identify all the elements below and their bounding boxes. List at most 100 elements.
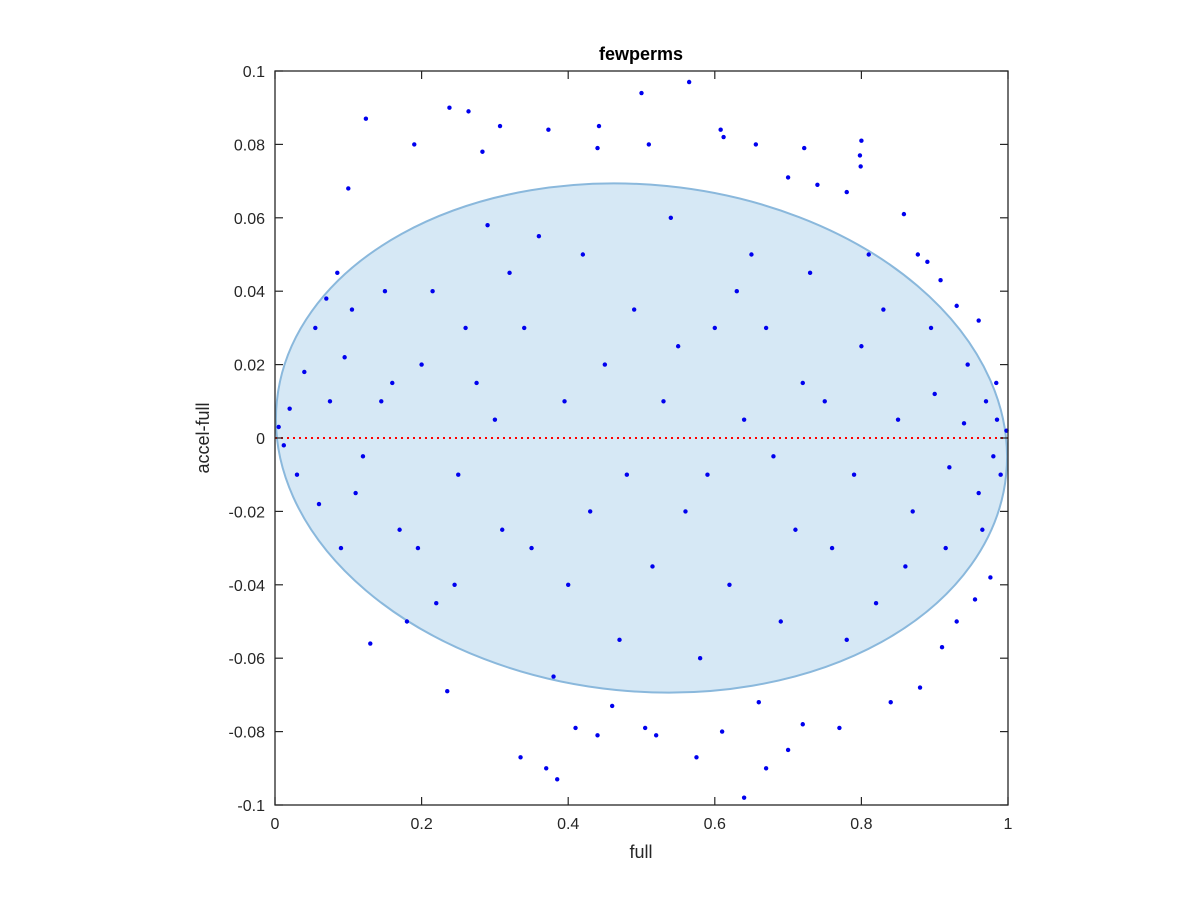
data-point <box>463 325 468 331</box>
data-point <box>954 619 959 624</box>
data-point <box>624 472 630 477</box>
x-tick-label: 1 <box>1004 816 1013 833</box>
data-point <box>858 164 863 169</box>
data-point <box>419 362 424 367</box>
data-point <box>925 259 930 265</box>
data-point <box>452 582 457 587</box>
data-point <box>507 270 512 276</box>
data-point <box>609 703 615 709</box>
data-point <box>536 233 542 239</box>
y-tick-label: -0.04 <box>229 578 266 595</box>
data-point <box>988 575 993 580</box>
data-point <box>712 325 717 331</box>
data-point <box>447 105 452 110</box>
y-tick-label: 0 <box>256 431 265 448</box>
y-tick-label: -0.1 <box>237 798 265 815</box>
data-point <box>287 406 292 411</box>
data-point <box>518 755 523 760</box>
data-point <box>281 443 286 448</box>
data-point <box>480 149 485 154</box>
data-point <box>837 725 842 731</box>
y-tick-label: -0.06 <box>229 651 266 668</box>
data-point <box>866 252 871 257</box>
data-point <box>976 490 981 496</box>
data-point <box>360 454 366 459</box>
data-point <box>800 380 805 386</box>
axes: 0 0.2 0.4 0.6 0.8 1 -0.1 -0.08 -0.06 -0.04 -0.02 0 0… <box>229 64 1013 833</box>
data-point <box>485 222 490 228</box>
data-point <box>943 545 948 551</box>
data-point <box>382 289 388 294</box>
data-point <box>573 725 578 731</box>
data-point <box>653 733 659 738</box>
data-point <box>327 399 333 404</box>
data-point <box>939 644 945 650</box>
data-point <box>415 545 421 551</box>
data-point <box>705 472 710 477</box>
data-point <box>456 472 461 477</box>
y-tick-label: -0.02 <box>229 504 266 521</box>
data-point <box>466 109 471 114</box>
data-point <box>646 142 652 147</box>
data-point <box>555 777 560 782</box>
data-point <box>544 766 549 771</box>
data-point <box>474 380 479 386</box>
data-point <box>294 472 300 477</box>
data-point <box>379 399 384 404</box>
data-point <box>771 454 776 459</box>
data-point <box>363 116 369 121</box>
data-point <box>873 600 879 606</box>
y-tick-label: 0.04 <box>234 284 265 301</box>
data-point <box>756 700 761 705</box>
data-point <box>313 325 318 331</box>
data-point <box>492 417 498 422</box>
y-tick-label: 0.02 <box>234 358 265 375</box>
data-point <box>434 600 439 606</box>
data-point <box>721 134 726 140</box>
data-point <box>844 189 849 195</box>
data-point <box>562 399 567 404</box>
data-point <box>412 142 417 147</box>
data-point <box>368 641 373 646</box>
data-point <box>719 729 725 734</box>
data-point <box>390 380 395 386</box>
data-point <box>815 182 820 187</box>
data-point <box>445 689 450 694</box>
data-point <box>800 722 805 727</box>
data-point <box>928 325 934 331</box>
data-point <box>404 619 410 624</box>
data-point <box>844 637 849 643</box>
data-point <box>741 795 747 800</box>
data-point <box>910 509 915 514</box>
data-point <box>335 270 340 276</box>
data-point <box>763 325 769 331</box>
data-point <box>675 344 681 349</box>
data-point <box>668 215 674 220</box>
data-point <box>697 656 703 661</box>
data-point <box>947 465 952 470</box>
x-tick-label: 0.6 <box>704 816 726 833</box>
data-point <box>342 355 347 360</box>
data-point <box>349 307 355 312</box>
data-point <box>901 211 907 217</box>
y-tick-label: -0.08 <box>229 725 266 742</box>
data-point <box>998 472 1003 477</box>
data-point <box>807 270 813 276</box>
data-point <box>881 307 886 312</box>
data-point <box>938 277 943 283</box>
data-point <box>497 123 503 129</box>
data-point <box>595 733 600 738</box>
data-point <box>397 527 402 532</box>
data-point <box>529 545 534 551</box>
data-point <box>965 362 970 367</box>
data-point <box>727 582 732 587</box>
data-point <box>430 289 435 294</box>
plot-area <box>274 79 1009 800</box>
data-point <box>596 123 602 129</box>
data-point <box>932 391 937 397</box>
chart-title: fewperms <box>599 44 683 64</box>
data-point <box>316 501 322 507</box>
data-point <box>915 252 921 257</box>
data-point <box>859 138 864 143</box>
data-point <box>661 399 666 404</box>
